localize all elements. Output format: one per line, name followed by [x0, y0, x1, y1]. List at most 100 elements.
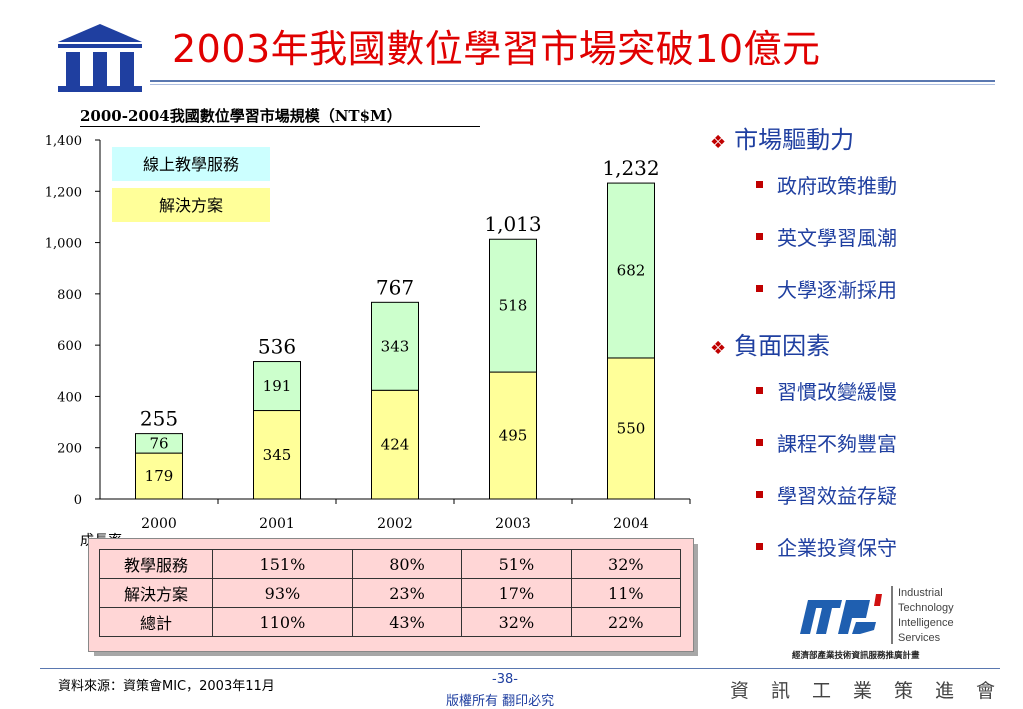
- copyright-note: 版權所有 翻印必究: [446, 694, 555, 709]
- legend-swatch: [112, 188, 270, 222]
- x-tick-label: 2002: [377, 516, 413, 532]
- diamond-bullet-icon: ❖: [710, 132, 727, 153]
- square-bullet-icon: [756, 285, 763, 292]
- data-label: 682: [617, 262, 646, 280]
- table-cell: 151%: [212, 549, 353, 579]
- y-tick-label: 200: [57, 442, 82, 457]
- y-tick-label: 600: [57, 339, 82, 354]
- row-header: 教學服務: [99, 549, 213, 579]
- square-bullet-icon: [756, 439, 763, 446]
- data-label: 424: [381, 436, 410, 454]
- x-tick-label: 2004: [613, 516, 649, 532]
- source-note: 資料來源：資策會MIC，2003年11月: [58, 679, 275, 694]
- legend-label: 解決方案: [159, 196, 223, 215]
- section-title: 負面因素: [734, 332, 831, 360]
- y-tick-label: 1,400: [45, 134, 82, 149]
- list-item-text: 大學逐漸採用: [777, 278, 897, 302]
- list-item-text: 習慣改變緩慢: [777, 380, 897, 404]
- x-tick-label: 2003: [495, 516, 531, 532]
- bullet-list: ❖ 市場驅動力 政府政策推動 英文學習風潮 大學逐漸採用 ❖ 負面因素 習慣改變緩慢…: [710, 120, 1010, 584]
- list-item: 英文學習風潮: [710, 222, 1010, 274]
- bar-service: [371, 301, 419, 391]
- page-number: -38-: [492, 672, 518, 687]
- list-item-text: 政府政策推動: [777, 174, 897, 198]
- y-tick-label: 800: [57, 288, 82, 303]
- chart-title: 2000-2004我國數位學習市場規模（NT$M）: [80, 107, 402, 125]
- footer-divider: [40, 668, 1000, 669]
- table-cell: 32%: [570, 549, 682, 579]
- title-divider-thin: [150, 84, 995, 85]
- table-cell: 93%: [212, 578, 353, 608]
- y-tick-label: 1,000: [45, 237, 82, 252]
- square-bullet-icon: [756, 387, 763, 394]
- table-cell: 51%: [461, 549, 572, 579]
- table-row: 解決方案 93% 23% 17% 11%: [99, 578, 682, 608]
- total-label: 536: [258, 335, 296, 359]
- section-heading: ❖ 負面因素: [710, 326, 1010, 376]
- table-cell: 22%: [570, 607, 682, 637]
- legend-swatch: [112, 147, 270, 181]
- diamond-bullet-icon: ❖: [710, 338, 727, 359]
- data-label: 345: [263, 446, 292, 464]
- title-divider: [150, 80, 995, 82]
- data-label: 179: [145, 467, 174, 485]
- table-cell: 17%: [461, 578, 572, 608]
- iii-logo: [58, 24, 142, 92]
- section-title: 市場驅動力: [734, 126, 855, 154]
- table-cell: 23%: [351, 578, 463, 608]
- list-item: 大學逐漸採用: [710, 274, 1010, 326]
- bar-service: [489, 238, 537, 373]
- x-tick-label: 2000: [141, 516, 177, 532]
- table-row: 總計 110% 43% 32% 22%: [99, 607, 682, 637]
- data-label: 76: [149, 434, 168, 452]
- square-bullet-icon: [756, 491, 763, 498]
- section-heading: ❖ 市場驅動力: [710, 120, 1010, 170]
- list-item: 學習效益存疑: [710, 480, 1010, 532]
- data-label: 495: [499, 427, 528, 445]
- list-item-text: 學習效益存疑: [777, 484, 897, 508]
- stacked-bar-chart: 0 200 400 600 800 1,000 1,200 1,400 2000 179 76 255…: [45, 134, 691, 532]
- table-cell: 32%: [461, 607, 572, 637]
- total-label: 1,013: [484, 212, 541, 236]
- data-label: 191: [263, 377, 292, 395]
- square-bullet-icon: [756, 181, 763, 188]
- list-item: 政府政策推動: [710, 170, 1010, 222]
- table-cell: 43%: [351, 607, 463, 637]
- list-item-text: 英文學習風潮: [777, 226, 897, 250]
- list-item: 課程不夠豐富: [710, 428, 1010, 480]
- bar-solution: [489, 371, 537, 500]
- y-tick-label: 400: [57, 390, 82, 405]
- bar-solution: [135, 452, 183, 500]
- itis-caption: 經濟部產業技術資訊服務推廣計畫: [792, 650, 920, 661]
- table-cell: 11%: [570, 578, 682, 608]
- growth-table-panel: 教學服務 151% 80% 51% 32% 解決方案 93% 23% 17% 1…: [88, 538, 694, 652]
- table-row: 教學服務 151% 80% 51% 32%: [99, 549, 682, 579]
- total-label: 255: [140, 407, 178, 431]
- square-bullet-icon: [756, 543, 763, 550]
- total-label: 767: [376, 275, 414, 299]
- bar-solution: [371, 389, 419, 500]
- bar-solution: [607, 357, 655, 500]
- data-label: 343: [381, 337, 410, 355]
- data-label: 550: [617, 419, 646, 437]
- list-item: 企業投資保守: [710, 532, 1010, 584]
- itis-mark-icon: [800, 594, 882, 634]
- page-title: 2003年我國數位學習市場突破10億元: [172, 27, 821, 71]
- table-cell: 80%: [351, 549, 463, 579]
- itis-text-line: Services: [898, 632, 941, 644]
- bar-service: [253, 361, 301, 412]
- y-tick-label: 1,200: [45, 185, 82, 200]
- legend-label: 線上教學服務: [143, 155, 239, 174]
- chart-title-underline: [80, 126, 480, 127]
- bar-service: [607, 182, 655, 359]
- x-tick-label: 2001: [259, 516, 295, 532]
- y-tick-label: 0: [74, 493, 82, 508]
- growth-rate-table: 教學服務 151% 80% 51% 32% 解決方案 93% 23% 17% 1…: [99, 549, 682, 637]
- itis-logo: Industrial Technology Intelligence Servi…: [792, 586, 954, 661]
- organization-name: 資訊工業策進會: [730, 680, 1018, 702]
- total-label: 1,232: [602, 156, 659, 180]
- bar-service: [135, 433, 183, 454]
- itis-text-line: Intelligence: [898, 617, 954, 629]
- itis-text-line: Technology: [898, 602, 954, 614]
- row-header: 總計: [99, 607, 213, 637]
